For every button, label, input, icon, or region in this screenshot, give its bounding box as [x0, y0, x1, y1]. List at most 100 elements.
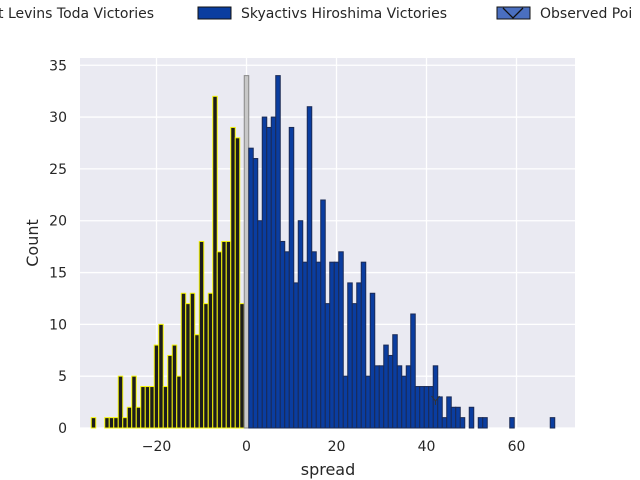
histogram-bar — [185, 303, 191, 429]
histogram-bar — [221, 240, 227, 429]
histogram-bar — [203, 303, 209, 429]
histogram-bar — [126, 406, 133, 429]
legend: t Levins Toda Victories Skyactivs Hirosh… — [0, 6, 632, 22]
histogram-bar — [428, 386, 434, 429]
histogram-bar — [104, 417, 110, 429]
histogram-bar — [356, 282, 362, 429]
histogram-bar — [153, 344, 160, 429]
histogram-bar — [509, 417, 515, 429]
histogram-bar — [482, 417, 488, 429]
histogram-bar — [252, 158, 259, 429]
histogram-bar — [302, 261, 308, 429]
histogram-bar — [338, 251, 344, 429]
histogram-bar — [441, 417, 448, 429]
histogram-bar — [450, 406, 457, 429]
histogram-bar — [369, 292, 376, 429]
histogram-bar — [288, 126, 295, 429]
histogram-bar — [108, 417, 115, 429]
legend-swatch-hiroshima — [197, 6, 232, 20]
y-tick-label: 0 — [58, 421, 67, 437]
histogram-bar — [149, 386, 155, 429]
histogram-bar — [293, 282, 299, 429]
histogram-bar — [198, 240, 205, 429]
histogram-bar — [477, 417, 484, 429]
histogram-bar — [468, 406, 475, 429]
y-axis-label: Count — [23, 219, 42, 267]
histogram-bar — [423, 386, 430, 429]
histogram-bar — [347, 282, 353, 429]
legend-label-toda: t Levins Toda Victories — [0, 6, 154, 22]
histogram-bar — [333, 261, 340, 429]
y-tick-label: 15 — [49, 266, 67, 282]
histogram-bar — [243, 75, 250, 429]
x-tick-label: −20 — [142, 439, 172, 455]
histogram-bar — [176, 375, 182, 429]
histogram-bar — [351, 303, 358, 429]
histogram-bar — [230, 126, 236, 429]
histogram-bar — [266, 126, 272, 429]
y-axis-ticks: 0 5 10 15 20 25 30 35 — [49, 58, 67, 437]
histogram-bar — [549, 417, 556, 429]
histogram-bar — [171, 344, 178, 429]
histogram-bar — [437, 396, 443, 429]
legend-swatch-observed — [496, 6, 531, 20]
histogram-bar — [455, 406, 461, 429]
x-tick-label: 60 — [508, 439, 526, 455]
histogram-bar — [365, 375, 371, 429]
histogram-bar — [414, 386, 421, 429]
legend-label-hiroshima: Skyactivs Hiroshima Victories — [241, 6, 447, 22]
histogram-bar — [270, 116, 277, 429]
histogram-bar — [207, 292, 214, 429]
y-tick-label: 35 — [49, 58, 67, 74]
histogram-bar — [315, 261, 322, 429]
histogram-bar — [360, 261, 367, 429]
histogram-bar — [144, 386, 151, 429]
histogram-bar — [342, 375, 349, 429]
histogram-bar — [405, 365, 412, 429]
y-tick-label: 20 — [49, 214, 67, 230]
y-tick-label: 5 — [58, 369, 67, 385]
histogram-bar — [383, 344, 389, 429]
histogram-bar — [396, 365, 403, 429]
histogram-bar — [320, 199, 326, 429]
histogram-bar — [432, 365, 439, 429]
histogram-bar — [113, 417, 119, 429]
histogram-bar — [306, 106, 313, 429]
histogram-bar — [216, 251, 223, 429]
y-tick-label: 30 — [49, 110, 67, 126]
histogram-bar — [378, 365, 385, 429]
histogram-bar — [257, 220, 263, 429]
histogram-bar — [194, 334, 200, 429]
histogram-bar — [279, 240, 286, 429]
histogram-bar — [117, 375, 124, 429]
histogram-bar — [131, 375, 137, 429]
histogram-bar — [135, 406, 142, 429]
x-tick-label: 20 — [328, 439, 346, 455]
histogram-bar — [410, 313, 416, 429]
observed-point-marker — [431, 395, 440, 406]
histogram-bar — [167, 354, 173, 429]
histogram-bar — [392, 334, 398, 429]
y-tick-label: 10 — [49, 317, 67, 333]
histogram-bar — [459, 417, 466, 429]
histogram-bar — [162, 386, 169, 429]
histogram-bar — [387, 354, 394, 429]
histogram-bar — [225, 240, 232, 429]
histogram-bar — [248, 147, 254, 429]
histogram-bar — [140, 386, 146, 429]
histogram-bar — [446, 396, 452, 429]
x-axis-label: spread — [301, 460, 356, 479]
histogram-bar — [419, 386, 425, 429]
x-tick-label: 40 — [418, 439, 436, 455]
histogram-bar — [261, 116, 268, 429]
histogram-bar — [212, 95, 218, 429]
histogram-bar — [180, 292, 187, 429]
histogram-bar — [401, 375, 407, 429]
histogram-bar — [284, 251, 290, 429]
histogram-bar — [122, 417, 128, 429]
histogram-bars — [90, 75, 556, 429]
histogram-bar — [90, 417, 97, 429]
legend-label-observed: Observed Poi — [540, 6, 632, 22]
x-axis-ticks: −20 0 20 40 60 — [142, 439, 526, 455]
y-tick-label: 25 — [49, 162, 67, 178]
